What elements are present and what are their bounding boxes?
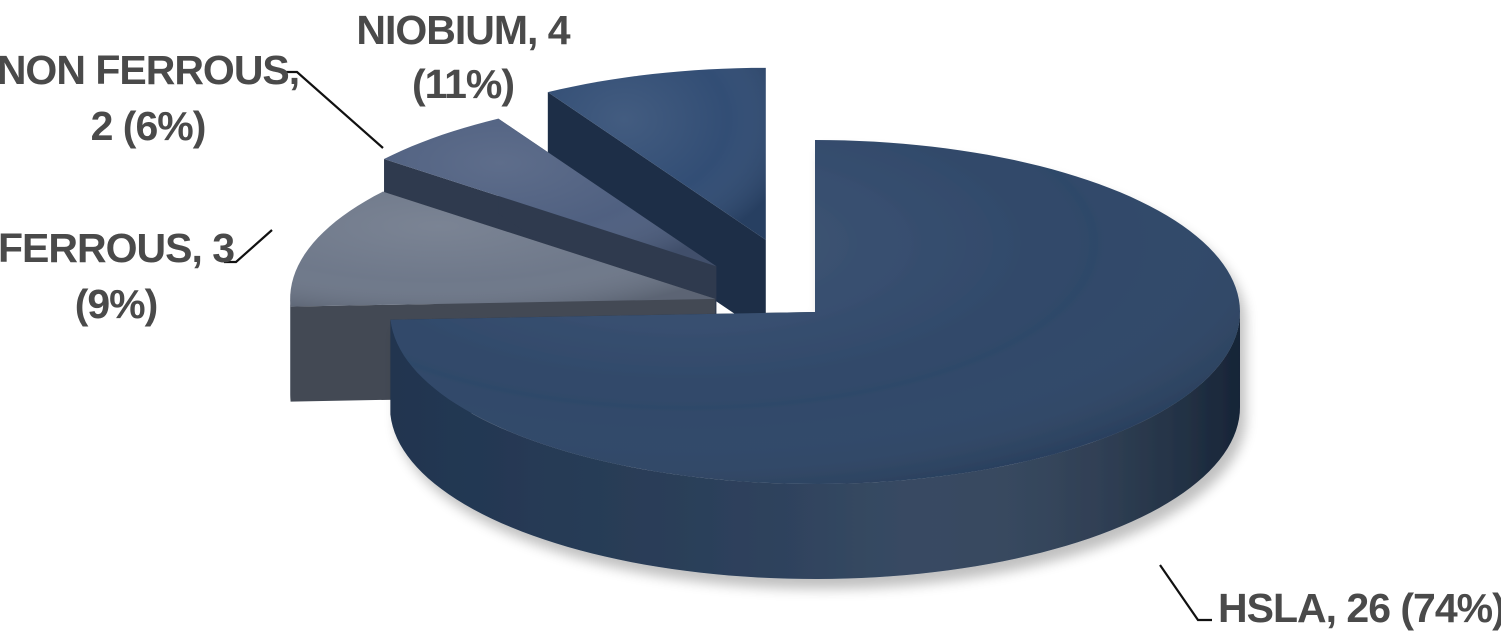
data-label-hsla: HSLA, 26 (74%) <box>1218 585 1501 631</box>
pie-slice-top-shine <box>384 118 717 267</box>
pie-slice-top-shine <box>390 140 1240 484</box>
pie-slice-top-shine <box>290 191 716 307</box>
leader-line-ferrous <box>224 229 273 264</box>
pie-slice-top-shine <box>547 67 766 240</box>
pie-slice-hsla <box>390 140 1240 579</box>
data-label-ferrous: FERROUS, 3 <box>0 225 234 271</box>
data-label-niobium-line2: (11%) <box>412 61 514 107</box>
labels-layer: HSLA, 26 (74%) NIOBIUM, 4 (11%) NON FERROUS… <box>0 7 1501 631</box>
pie-slice-side-shade <box>390 312 1240 579</box>
data-label-ferrous-line2: (9%) <box>75 281 158 327</box>
data-label-non-ferrous-line2: 2 (6%) <box>91 103 206 149</box>
leader-line-hsla <box>1159 564 1212 622</box>
data-label-niobium: NIOBIUM, 4 <box>356 7 570 53</box>
data-label-non-ferrous: NON FERROUS, <box>0 47 299 93</box>
slices-layer <box>290 67 1240 579</box>
leader-line-non-ferrous <box>283 70 384 149</box>
